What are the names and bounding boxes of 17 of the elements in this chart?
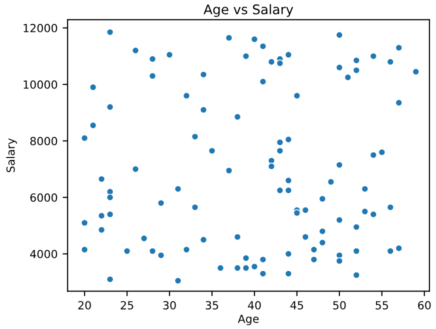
x-tick-label: 55 [376,301,388,310]
x-axis-title: Age [238,314,259,326]
x-tick-label: 50 [333,301,346,310]
x-tick-label: 60 [418,301,431,310]
chart-title: Age vs Salary [204,4,294,17]
x-tick-label: 20 [78,301,91,310]
x-tick-label: 40 [248,301,261,310]
y-tick-label: 12000 [24,24,58,32]
y-tick-label: 6000 [30,193,58,202]
x-tick-label: 45 [290,301,304,310]
x-tick-label: 30 [163,301,176,310]
y-tick-label: 8000 [30,136,58,146]
x-tick-label: 25 [120,301,134,310]
y-tick-label: 4000 [30,250,58,258]
y-tick-label: 10000 [24,80,58,89]
y-axis-title: Salary [6,138,17,172]
x-tick-label: 35 [206,301,218,310]
